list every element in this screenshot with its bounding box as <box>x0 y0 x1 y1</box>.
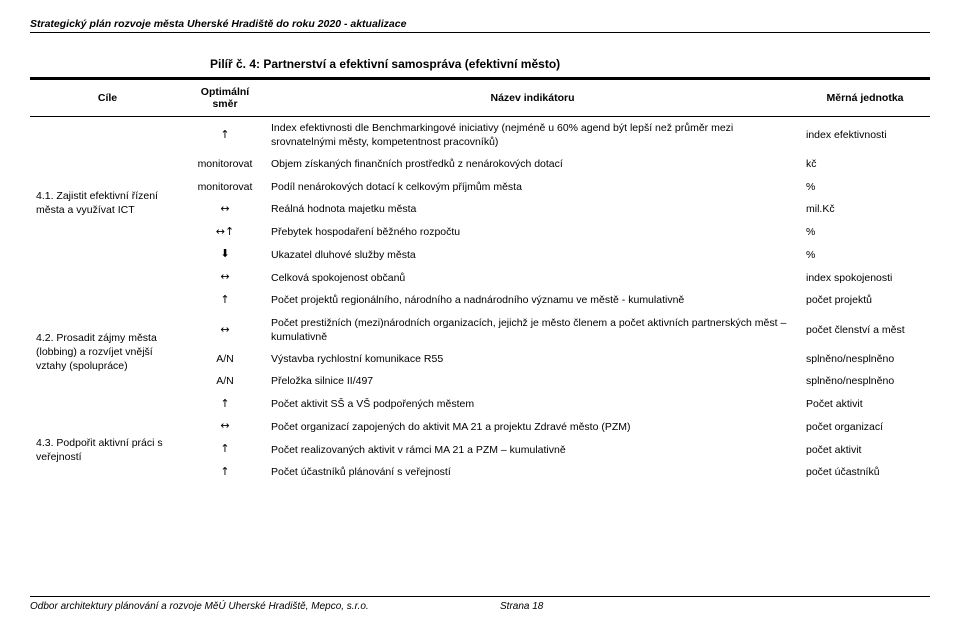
dir-cell: monitorovat <box>185 153 265 175</box>
unit-cell: mil.Kč <box>800 198 930 221</box>
table-row: 4.1. Zajistit efektivní řízení města a v… <box>30 117 930 154</box>
unit-cell: počet organizací <box>800 415 930 438</box>
unit-cell: počet projektů <box>800 289 930 312</box>
dir-cell: ↔ <box>185 198 265 221</box>
ind-cell: Počet realizovaných aktivit v rámci MA 2… <box>265 438 800 461</box>
unit-cell: splněno/nesplněno <box>800 370 930 392</box>
ind-cell: Objem získaných finančních prostředků z … <box>265 153 800 175</box>
ind-cell: Počet prestižních (mezi)národních organi… <box>265 312 800 348</box>
document-header: Strategický plán rozvoje města Uherské H… <box>30 18 930 33</box>
goal-cell-2: 4.2. Prosadit zájmy města (lobbing) a ro… <box>30 289 185 415</box>
dir-cell: ⬇ <box>185 243 265 266</box>
table-body: 4.1. Zajistit efektivní řízení města a v… <box>30 117 930 484</box>
unit-cell: počet účastníků <box>800 461 930 484</box>
dir-cell: ↔ <box>185 266 265 289</box>
ind-cell: Index efektivnosti dle Benchmarkingové i… <box>265 117 800 154</box>
dir-cell: ↑ <box>185 461 265 484</box>
goal-cell-3: 4.3. Podpořit aktivní práci s veřejností <box>30 415 185 484</box>
ind-cell: Reálná hodnota majetku města <box>265 198 800 221</box>
ind-cell: Podíl nenárokových dotací k celkovým pří… <box>265 176 800 198</box>
th-indikator: Název indikátoru <box>265 79 800 117</box>
unit-cell: splněno/nesplněno <box>800 348 930 370</box>
unit-cell: Počet aktivit <box>800 393 930 416</box>
dir-cell: ↑ <box>185 438 265 461</box>
ind-cell: Počet aktivit SŠ a VŠ podpořených městem <box>265 393 800 416</box>
ind-cell: Počet projektů regionálního, národního a… <box>265 289 800 312</box>
dir-cell: ↑ <box>185 289 265 312</box>
dir-cell: A/N <box>185 370 265 392</box>
dir-cell: A/N <box>185 348 265 370</box>
table-row: 4.3. Podpořit aktivní práci s veřejností… <box>30 415 930 438</box>
unit-cell: % <box>800 176 930 198</box>
th-jednotka: Měrná jednotka <box>800 79 930 117</box>
ind-cell: Celková spokojenost občanů <box>265 266 800 289</box>
ind-cell: Počet účastníků plánování s veřejností <box>265 461 800 484</box>
unit-cell: počet členství a měst <box>800 312 930 348</box>
th-cile: Cíle <box>30 79 185 117</box>
ind-cell: Výstavba rychlostní komunikace R55 <box>265 348 800 370</box>
dir-cell: ↔↑ <box>185 221 265 244</box>
footer-page: Strana 18 <box>500 601 543 612</box>
unit-cell: % <box>800 243 930 266</box>
ind-cell: Ukazatel dluhové služby města <box>265 243 800 266</box>
unit-cell: kč <box>800 153 930 175</box>
dir-cell: ↔ <box>185 415 265 438</box>
pillar-title: Pilíř č. 4: Partnerství a efektivní samo… <box>210 57 930 71</box>
dir-cell: ↔ <box>185 312 265 348</box>
ind-cell: Přebytek hospodaření běžného rozpočtu <box>265 221 800 244</box>
unit-cell: index efektivnosti <box>800 117 930 154</box>
ind-cell: Přeložka silnice II/497 <box>265 370 800 392</box>
page-footer: Odbor architektury plánování a rozvoje M… <box>30 596 930 612</box>
dir-cell: ↑ <box>185 117 265 154</box>
table-header-row: Cíle Optimální směr Název indikátoru Měr… <box>30 79 930 117</box>
unit-cell: % <box>800 221 930 244</box>
footer-left: Odbor architektury plánování a rozvoje M… <box>30 601 369 612</box>
unit-cell: počet aktivit <box>800 438 930 461</box>
dir-cell: monitorovat <box>185 176 265 198</box>
indicator-table: Cíle Optimální směr Název indikátoru Měr… <box>30 77 930 484</box>
dir-cell: ↑ <box>185 393 265 416</box>
th-smer: Optimální směr <box>185 79 265 117</box>
unit-cell: index spokojenosti <box>800 266 930 289</box>
ind-cell: Počet organizací zapojených do aktivit M… <box>265 415 800 438</box>
goal-cell-1: 4.1. Zajistit efektivní řízení města a v… <box>30 117 185 290</box>
table-row: 4.2. Prosadit zájmy města (lobbing) a ro… <box>30 289 930 312</box>
